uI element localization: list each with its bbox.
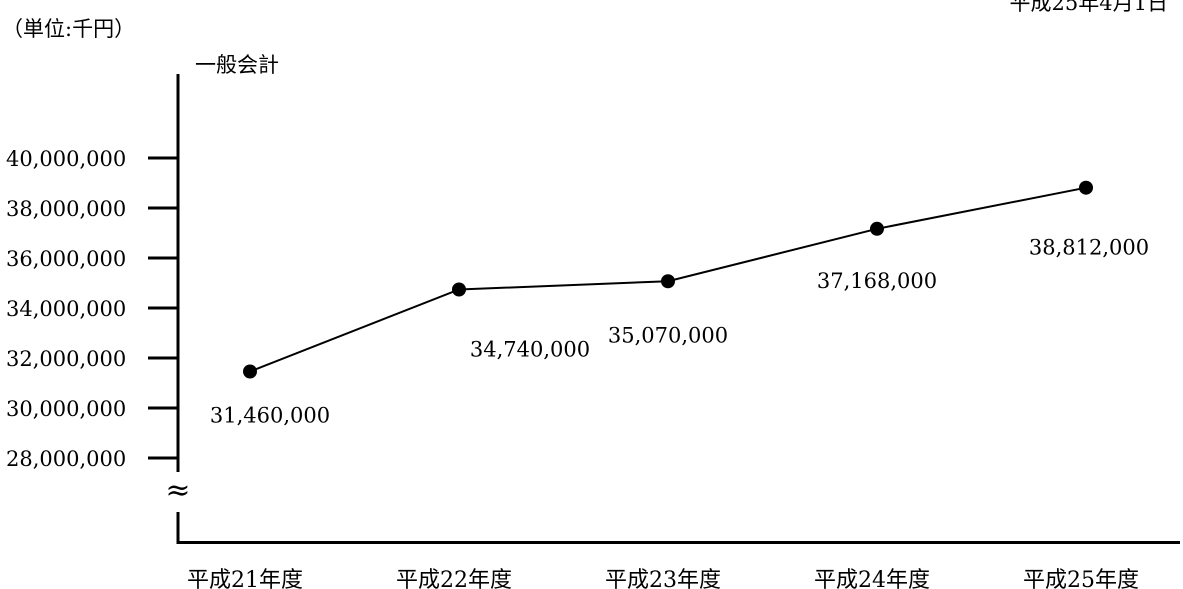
y-axis: ≈ — [165, 74, 191, 544]
x-category-label: 平成21年度 — [187, 568, 303, 589]
y-tick-label: 38,000,000 — [6, 197, 126, 221]
data-label: 31,460,000 — [210, 404, 330, 428]
date-label: 平成25年4月1日 — [1010, 0, 1168, 15]
y-tick-label: 28,000,000 — [6, 447, 126, 471]
unit-label: （単位:千円） — [2, 17, 135, 41]
data-label: 37,168,000 — [817, 269, 937, 293]
data-point — [452, 282, 466, 297]
x-category-label: 平成24年度 — [814, 568, 930, 589]
axis-break-mark: ≈ — [165, 473, 190, 508]
data-point — [870, 221, 884, 236]
data-point — [243, 364, 257, 379]
x-category-label: 平成25年度 — [1023, 568, 1139, 589]
series-label: 一般会計 — [195, 53, 279, 77]
data-label: 34,740,000 — [470, 338, 590, 362]
y-tick-label: 32,000,000 — [6, 347, 126, 371]
y-tick-label: 40,000,000 — [6, 147, 126, 171]
y-tick-label: 30,000,000 — [6, 397, 126, 421]
data-point — [661, 274, 675, 289]
y-tick-label: 36,000,000 — [6, 247, 126, 271]
x-category-label: 平成23年度 — [605, 568, 721, 589]
y-tick-label: 34,000,000 — [6, 297, 126, 321]
x-category-labels: 平成21年度 平成22年度 平成23年度 平成24年度 平成25年度 — [187, 568, 1139, 589]
x-category-label: 平成22年度 — [396, 568, 512, 589]
data-label: 35,070,000 — [608, 323, 728, 347]
data-label: 38,812,000 — [1029, 236, 1149, 260]
data-point — [1079, 180, 1093, 195]
y-ticks: 28,000,000 30,000,000 32,000,000 34,000,000… — [6, 147, 178, 471]
series-layer: 31,460,000 34,740,000 35,070,000 37,168,000… — [210, 180, 1149, 428]
